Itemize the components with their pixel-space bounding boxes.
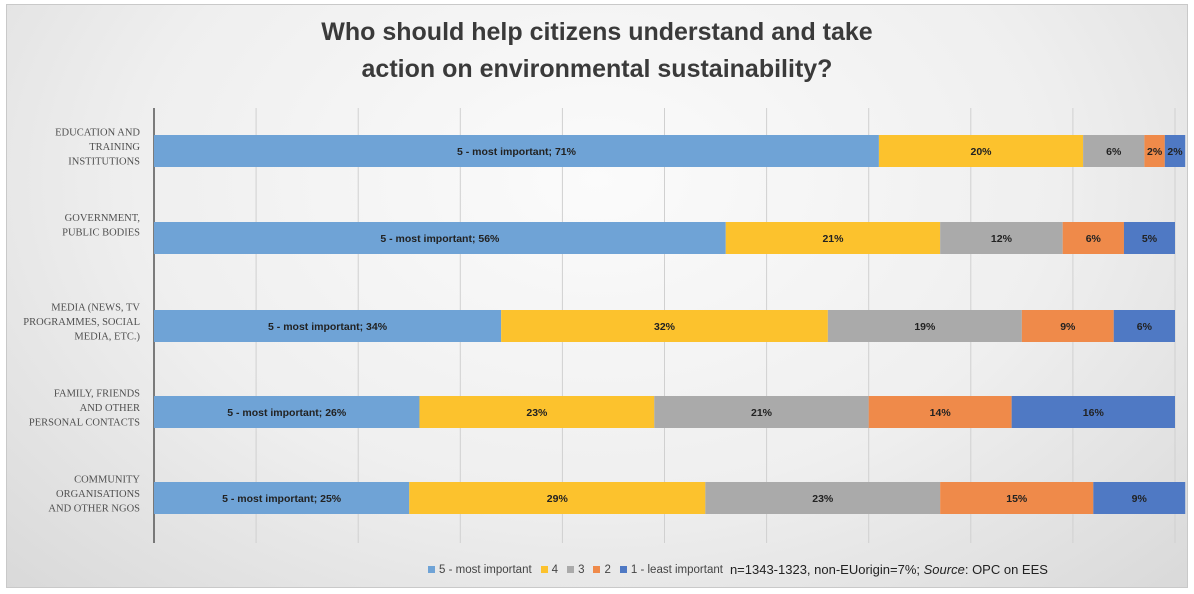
legend-label-3: 3	[578, 563, 585, 576]
category-label-line: TRAINING	[89, 142, 140, 153]
category-label-0: EDUCATION AND TRAINING INSTITUTIONS	[55, 128, 140, 168]
category-label-line: INSTITUTIONS	[68, 157, 140, 168]
data-label-0-2: 6%	[1106, 146, 1122, 158]
data-label-2-1: 32%	[654, 321, 676, 333]
bar-segment-3-2	[654, 396, 869, 428]
data-label-4-0: 5 - most important; 25%	[222, 493, 342, 505]
source-note-part-2: Source	[923, 562, 965, 577]
chart-title: Who should help citizens understand and …	[0, 14, 1194, 88]
source-note-part-3: : OPC on EES	[964, 562, 1048, 577]
category-label-1: GOVERNMENT, PUBLIC BODIES	[62, 213, 140, 239]
data-label-4-3: 15%	[1006, 493, 1028, 505]
category-label-line: AND OTHER NGOS	[48, 504, 140, 515]
bar-segment-4-1	[409, 482, 706, 514]
legend-label-2: 2	[604, 563, 611, 576]
category-label-4: COMMUNITY ORGANISATIONS AND OTHER NGOS	[48, 475, 140, 515]
bar-segment-2-3	[1021, 310, 1114, 342]
bar-segment-4-3	[940, 482, 1094, 514]
category-label-line: ORGANISATIONS	[56, 489, 140, 500]
bar-segment-4-4	[1093, 482, 1186, 514]
bar-segment-0-0	[154, 135, 879, 167]
legend-item-1: 1 - least important	[619, 563, 723, 576]
bar-segment-3-4	[1011, 396, 1175, 428]
category-label-line: AND OTHER	[80, 403, 140, 414]
bar-segment-1-2	[940, 222, 1063, 254]
category-label-3: FAMILY, FRIENDS AND OTHER PERSONAL CONTACT…	[29, 389, 140, 429]
bar-segment-1-1	[725, 222, 941, 254]
data-label-0-0: 5 - most important; 71%	[457, 146, 577, 158]
bar-segment-0-3	[1144, 135, 1165, 167]
category-label-line: FAMILY, FRIENDS	[54, 389, 140, 400]
category-label-line: PUBLIC BODIES	[62, 227, 140, 238]
source-note-part-1: n=1343-1323, non-EUorigin=7%;	[729, 562, 924, 577]
bar-segment-1-0	[154, 222, 726, 254]
bar-segment-0-1	[878, 135, 1084, 167]
legend-swatch-3	[567, 566, 575, 573]
legend-label-1: 1 - least important	[630, 563, 723, 576]
legend-swatch-1	[619, 566, 627, 573]
legend: 5 - most important 4 3 2 1 - least impor…	[428, 562, 1048, 577]
data-label-3-4: 16%	[1083, 407, 1105, 419]
category-label-line: MEDIA, ETC.)	[74, 332, 140, 343]
data-label-1-2: 12%	[991, 233, 1013, 245]
bar-segment-3-1	[419, 396, 655, 428]
bar-segment-2-1	[501, 310, 828, 342]
legend-item-3: 3	[567, 564, 584, 576]
bar-segment-1-3	[1062, 222, 1124, 254]
category-label-line: PERSONAL CONTACTS	[29, 418, 140, 429]
legend-swatch-2	[593, 566, 601, 573]
category-label-line: EDUCATION AND	[55, 128, 140, 139]
chart-title-line-1: Who should help citizens understand and …	[321, 18, 873, 46]
legend-label-4: 4	[551, 563, 559, 576]
data-label-0-4: 2%	[1167, 146, 1183, 158]
data-label-2-4: 6%	[1137, 321, 1153, 333]
category-label-2: MEDIA (NEWS, TV PROGRAMMES, SOCIAL MEDIA, …	[23, 303, 140, 343]
data-label-1-1: 21%	[822, 233, 844, 245]
legend-swatch-4	[540, 566, 548, 573]
legend-swatch-5	[428, 566, 435, 573]
data-label-0-1: 20%	[971, 146, 993, 158]
category-label-line: COMMUNITY	[74, 475, 140, 486]
bar-segment-0-4	[1164, 135, 1186, 167]
category-label-line: GOVERNMENT,	[65, 213, 140, 224]
legend-item-2: 2	[593, 563, 611, 576]
data-label-3-1: 23%	[526, 407, 548, 419]
category-label-line: PROGRAMMES, SOCIAL	[23, 317, 140, 328]
data-label-4-1: 29%	[547, 493, 569, 505]
data-label-1-4: 5%	[1142, 233, 1158, 245]
data-label-1-0: 5 - most important; 56%	[380, 233, 500, 245]
data-label-4-2: 23%	[812, 493, 834, 505]
data-label-2-0: 5 - most important; 34%	[268, 321, 388, 333]
bar-segment-4-0	[154, 482, 410, 514]
bar-segment-0-2	[1083, 135, 1145, 167]
data-label-4-4: 9%	[1132, 493, 1148, 505]
bar-segment-4-2	[705, 482, 941, 514]
legend-item-5: 5 - most important	[428, 564, 532, 576]
data-label-2-2: 19%	[914, 321, 936, 333]
bar-segment-2-2	[827, 310, 1022, 342]
category-label-line: MEDIA (NEWS, TV	[51, 303, 140, 314]
data-label-3-3: 14%	[930, 407, 952, 419]
bar-segment-3-0	[154, 396, 420, 428]
bar-segment-3-3	[868, 396, 1012, 428]
data-label-3-2: 21%	[751, 407, 773, 419]
chart-title-line-2: action on environmental sustainability?	[361, 55, 833, 83]
data-label-0-3: 2%	[1147, 146, 1163, 158]
data-label-1-3: 6%	[1086, 233, 1102, 245]
legend-label-5: 5 - most important	[439, 563, 532, 576]
bar-segment-1-4	[1123, 222, 1175, 254]
data-label-3-0: 5 - most important; 26%	[227, 407, 347, 419]
source-note: n=1343-1323, non-EUorigin=7%; Source: OP…	[730, 562, 1048, 577]
bar-segment-2-0	[154, 310, 502, 342]
legend-item-4: 4	[540, 563, 559, 576]
data-label-2-3: 9%	[1060, 321, 1076, 333]
bar-segment-2-4	[1113, 310, 1175, 342]
